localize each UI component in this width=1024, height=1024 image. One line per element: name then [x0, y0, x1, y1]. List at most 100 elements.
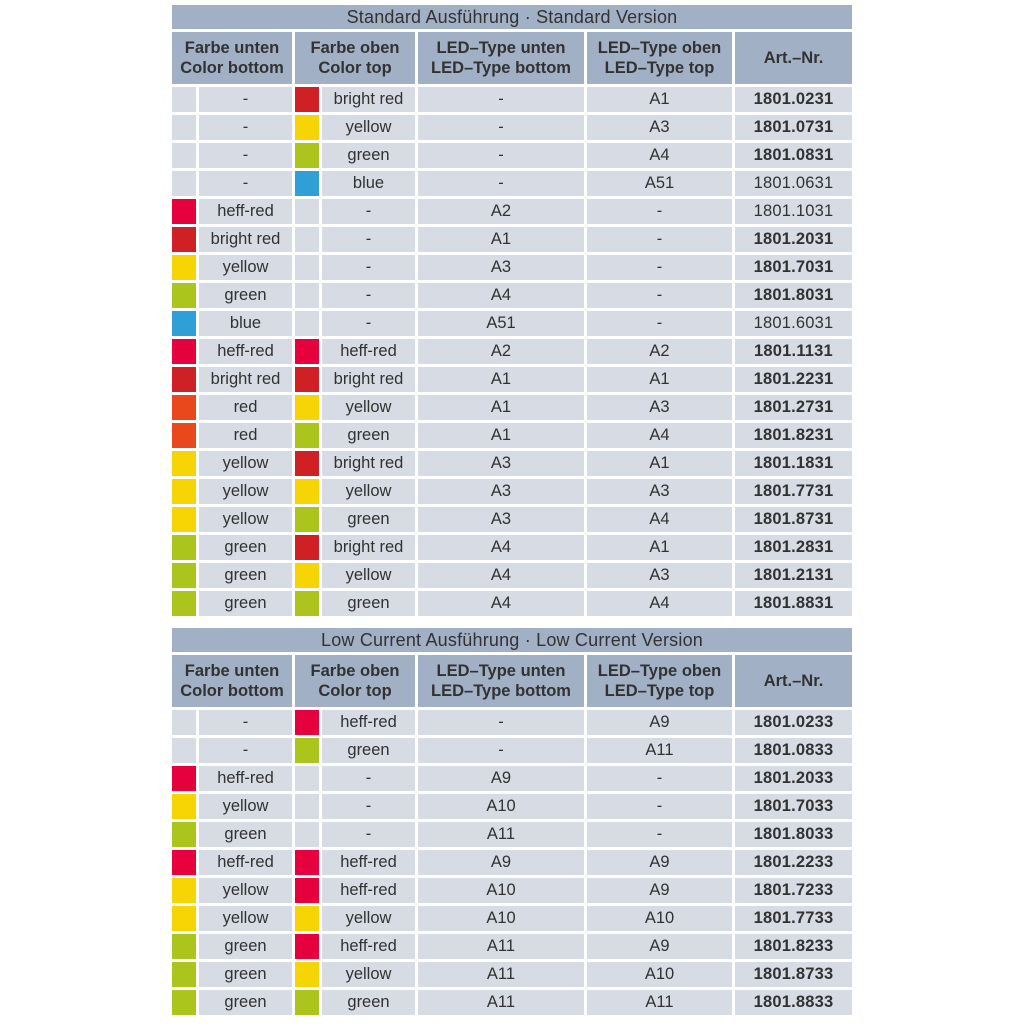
color-swatch-yellow [172, 479, 196, 504]
color-bottom-label: heff-red [199, 850, 292, 875]
section-title: Standard Ausführung · Standard Version [172, 5, 852, 29]
color-bottom-label: - [199, 710, 292, 735]
color-swatch-heff-red [295, 878, 319, 903]
art-nr-value: 1801.0631 [735, 171, 852, 196]
led-type-top-value: A11 [587, 738, 732, 763]
color-swatch-heff-red [295, 850, 319, 875]
color-swatch-bright-red [295, 451, 319, 476]
column-header-farbe-oben: Farbe oben Color top [295, 655, 415, 707]
color-swatch-green [295, 143, 319, 168]
led-type-top-value: A1 [587, 87, 732, 112]
color-swatch-yellow [295, 479, 319, 504]
color-swatch-empty [172, 143, 196, 168]
led-type-bottom-value: A1 [418, 395, 584, 420]
color-top-label: bright red [322, 451, 415, 476]
art-nr-value: 1801.7731 [735, 479, 852, 504]
led-type-top-value: A4 [587, 507, 732, 532]
art-nr-value: 1801.2033 [735, 766, 852, 791]
color-top-label: yellow [322, 563, 415, 588]
color-swatch-yellow [172, 906, 196, 931]
column-header-line-de: LED–Type oben [597, 38, 722, 57]
led-type-top-value: A10 [587, 906, 732, 931]
color-top-label: green [322, 591, 415, 616]
color-swatch-green [172, 535, 196, 560]
art-nr-value: 1801.1031 [735, 199, 852, 224]
led-type-bottom-value: A3 [418, 479, 584, 504]
color-swatch-yellow [295, 395, 319, 420]
color-swatch-yellow [172, 878, 196, 903]
art-nr-value: 1801.8831 [735, 591, 852, 616]
color-swatch-yellow [172, 507, 196, 532]
led-type-bottom-value: A51 [418, 311, 584, 336]
led-type-top-value: A11 [587, 990, 732, 1015]
column-header-line-de: Farbe unten [184, 38, 280, 57]
color-top-label: green [322, 738, 415, 763]
art-nr-value: 1801.8031 [735, 283, 852, 308]
led-type-top-value: A9 [587, 934, 732, 959]
art-nr-value: 1801.1131 [735, 339, 852, 364]
color-top-label: - [322, 766, 415, 791]
art-nr-value: 1801.0833 [735, 738, 852, 763]
art-nr-value: 1801.1831 [735, 451, 852, 476]
led-type-bottom-value: A4 [418, 591, 584, 616]
color-swatch-heff-red [295, 339, 319, 364]
led-type-bottom-value: A3 [418, 451, 584, 476]
led-type-top-value: - [587, 283, 732, 308]
led-type-bottom-value: A10 [418, 906, 584, 931]
color-bottom-label: - [199, 738, 292, 763]
color-swatch-yellow [172, 451, 196, 476]
column-header-farbe-unten: Farbe unten Color bottom [172, 655, 292, 707]
led-type-bottom-value: A4 [418, 563, 584, 588]
color-swatch-empty [295, 283, 319, 308]
art-nr-value: 1801.8733 [735, 962, 852, 987]
color-bottom-label: - [199, 171, 292, 196]
led-type-top-value: - [587, 822, 732, 847]
led-type-top-value: A10 [587, 962, 732, 987]
color-top-label: - [322, 227, 415, 252]
art-nr-value: 1801.0831 [735, 143, 852, 168]
led-type-top-value: - [587, 794, 732, 819]
color-top-label: green [322, 990, 415, 1015]
led-type-bottom-value: A4 [418, 283, 584, 308]
led-type-top-value: - [587, 311, 732, 336]
color-swatch-green [295, 423, 319, 448]
color-swatch-green [172, 822, 196, 847]
color-bottom-label: - [199, 87, 292, 112]
color-swatch-heff-red [172, 850, 196, 875]
led-type-bottom-value: A1 [418, 227, 584, 252]
led-type-top-value: - [587, 766, 732, 791]
color-swatch-red [172, 423, 196, 448]
low-current-version-table: Low Current Ausführung · Low Current Ver… [172, 628, 856, 1015]
art-nr-value: 1801.7031 [735, 255, 852, 280]
led-type-bottom-value: A1 [418, 423, 584, 448]
led-type-top-value: A1 [587, 367, 732, 392]
led-type-top-value: - [587, 227, 732, 252]
color-swatch-empty [172, 87, 196, 112]
color-top-label: heff-red [322, 934, 415, 959]
art-nr-value: 1801.0233 [735, 710, 852, 735]
color-swatch-heff-red [295, 934, 319, 959]
color-top-label: bright red [322, 87, 415, 112]
color-swatch-bright-red [295, 535, 319, 560]
color-swatch-empty [295, 766, 319, 791]
led-type-top-value: A2 [587, 339, 732, 364]
art-nr-value: 1801.8033 [735, 822, 852, 847]
color-top-label: - [322, 255, 415, 280]
color-swatch-heff-red [172, 199, 196, 224]
color-swatch-yellow [295, 115, 319, 140]
column-header-line-en: Color bottom [180, 682, 284, 700]
led-type-bottom-value: - [418, 738, 584, 763]
color-swatch-green [295, 990, 319, 1015]
column-header-line-de: Art.–Nr. [763, 48, 824, 67]
color-top-label: heff-red [322, 710, 415, 735]
led-type-top-value: A9 [587, 710, 732, 735]
table-grid: Low Current Ausführung · Low Current Ver… [172, 628, 856, 1015]
color-top-label: yellow [322, 395, 415, 420]
column-header-farbe-oben: Farbe oben Color top [295, 32, 415, 84]
led-type-top-value: A4 [587, 423, 732, 448]
column-header-art-nr: Art.–Nr. [735, 655, 852, 707]
led-type-top-value: - [587, 199, 732, 224]
led-type-top-value: A9 [587, 878, 732, 903]
color-bottom-label: green [199, 962, 292, 987]
column-header-line-de: LED–Type unten [436, 661, 566, 680]
